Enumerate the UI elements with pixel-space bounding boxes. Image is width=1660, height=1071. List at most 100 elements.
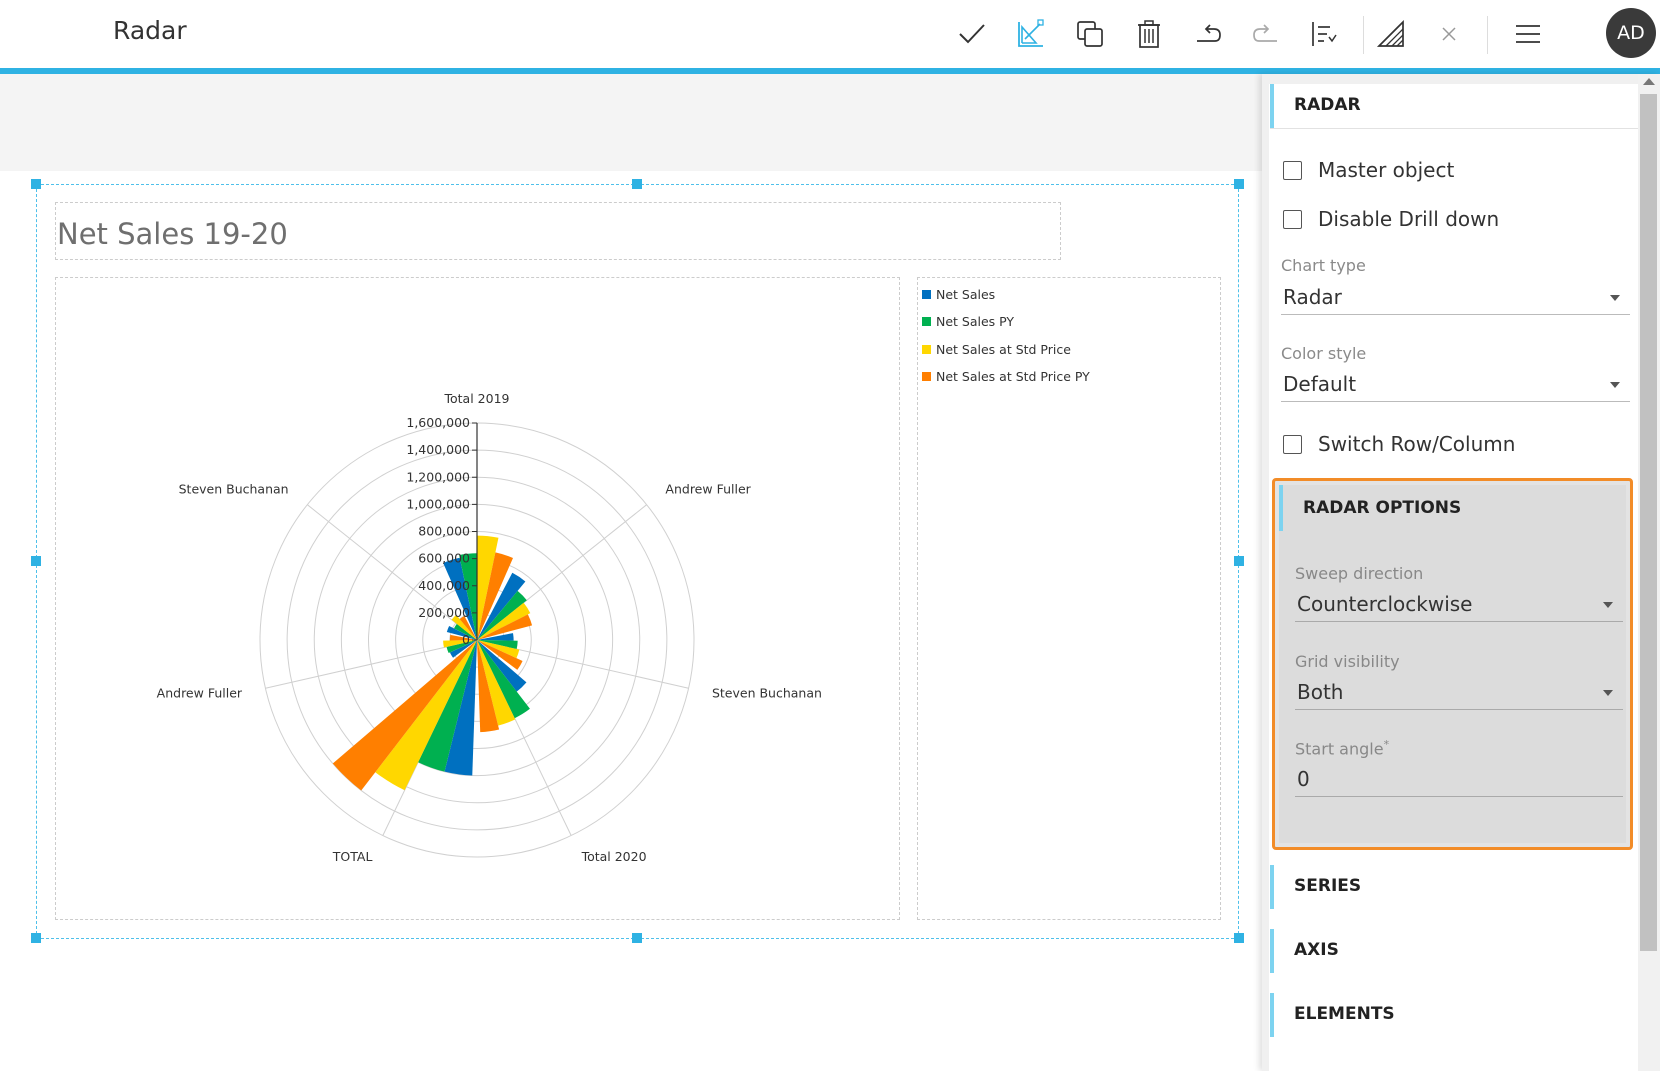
radar-options-header[interactable]: RADAR OPTIONS [1279,485,1626,531]
chevron-down-icon [1603,602,1613,608]
draw-icon[interactable] [1374,14,1408,54]
check-icon[interactable] [955,14,989,54]
sweep-direction-label: Sweep direction [1295,564,1424,583]
chart-edit-icon[interactable] [1014,14,1048,54]
toolbar-accent-line [0,68,1660,74]
switch-row-column-checkbox[interactable]: Switch Row/Column [1283,432,1515,456]
section-accent [1270,929,1274,973]
master-object-checkbox[interactable]: Master object [1283,158,1454,182]
trash-icon[interactable] [1132,14,1166,54]
section-series[interactable]: SERIES [1270,865,1638,909]
resize-handle[interactable] [31,556,41,566]
duplicate-icon[interactable] [1073,14,1107,54]
radar-chart[interactable]: Total 2019 Steven Buchanan Andrew Fuller TO… [55,277,900,920]
radar-bar [443,640,477,648]
required-marker: * [1383,738,1390,751]
radar-bar [459,615,477,640]
resize-handle[interactable] [31,179,41,189]
checkbox-box[interactable] [1283,209,1302,229]
color-style-select[interactable]: Default [1281,368,1630,402]
section-axis[interactable]: AXIS [1270,929,1638,973]
start-angle-input[interactable]: 0 [1295,763,1623,797]
dashboard-canvas: Net Sales 19-20 Total 2019 Steven Buchana… [0,74,1262,1071]
chevron-down-icon [1610,295,1620,301]
section-elements[interactable]: ELEMENTS [1270,993,1638,1037]
radar-bar [453,623,477,640]
category-label: Andrew Fuller [157,686,243,701]
undo-icon[interactable] [1191,14,1225,54]
chevron-down-icon [1603,690,1613,696]
close-icon[interactable] [1432,14,1466,54]
grid-visibility-select[interactable]: Both [1295,676,1623,710]
sort-icon[interactable] [1308,14,1342,54]
select-value: Radar [1283,285,1342,309]
radar-bar [477,640,518,650]
checkbox-box[interactable] [1283,434,1302,454]
section-title: ELEMENTS [1294,1004,1395,1024]
resize-handle[interactable] [632,933,642,943]
resize-handle[interactable] [1234,556,1244,566]
avatar[interactable]: AD [1606,8,1656,58]
chart-type-select[interactable]: Radar [1281,281,1630,315]
radar-bar [477,614,533,640]
radial-tick-label: 800,000 [418,524,470,539]
menu-icon[interactable] [1511,14,1545,54]
radar-bar [477,640,500,733]
legend-item[interactable]: Net Sales [922,287,995,302]
section-title: RADAR [1294,95,1361,115]
legend-swatch [922,372,931,381]
scroll-up-icon[interactable] [1643,78,1655,85]
radial-tick-label: 400,000 [418,578,470,593]
radar-bar [477,640,520,659]
radar-options-body: RADAR OPTIONS Sweep direction Counterclo… [1279,485,1626,843]
legend-label: Net Sales at Std Price PY [936,369,1090,384]
category-label: Andrew Fuller [665,482,751,497]
radar-bar [477,640,523,670]
section-accent [1270,993,1274,1037]
radar-bar [443,557,477,640]
toolbar-separator [1363,16,1364,54]
resize-handle[interactable] [31,933,41,943]
radar-bar [444,640,477,776]
start-angle-label-text: Start angle [1295,739,1384,759]
section-accent [1270,84,1274,128]
radial-tick-label: 1,000,000 [406,496,470,511]
legend-swatch [922,317,931,326]
resize-handle[interactable] [1234,933,1244,943]
section-title: RADAR OPTIONS [1303,498,1462,518]
category-label: Steven Buchanan [712,686,822,701]
grid-spoke [265,639,478,689]
radar-bar [446,640,477,654]
select-value: Counterclockwise [1297,592,1473,616]
start-angle-label: Start angle* [1295,738,1389,758]
checkbox-label: Master object [1318,158,1455,182]
scroll-thumb[interactable] [1640,94,1657,951]
redo-icon[interactable] [1249,14,1283,54]
radial-tick-label: 600,000 [418,551,470,566]
checkbox-label: Switch Row/Column [1318,432,1516,456]
grid-spoke [307,504,478,641]
legend-label: Net Sales [936,287,996,302]
radial-tick-label: 1,200,000 [406,469,470,484]
section-title: SERIES [1294,876,1362,896]
radial-tick-label: 1,600,000 [406,415,470,430]
input-value: 0 [1297,767,1310,791]
section-radar[interactable]: RADAR [1270,84,1638,128]
section-title: AXIS [1294,940,1339,960]
resize-handle[interactable] [632,179,642,189]
chart-title: Net Sales 19-20 [57,217,288,251]
radar-bar [477,535,499,640]
section-accent [1279,485,1283,531]
legend-item[interactable]: Net Sales PY [922,314,1014,329]
checkbox-label: Disable Drill down [1318,207,1500,231]
legend-item[interactable]: Net Sales at Std Price PY [922,369,1090,384]
chart-title-box[interactable]: Net Sales 19-20 [55,202,1061,260]
resize-handle[interactable] [1234,179,1244,189]
radar-bar [459,553,477,640]
radar-bar [418,640,477,772]
legend-item[interactable]: Net Sales at Std Price [922,342,1071,357]
disable-drill-checkbox[interactable]: Disable Drill down [1283,207,1499,231]
radial-tick-label: 0 [462,632,470,647]
sweep-direction-select[interactable]: Counterclockwise [1295,588,1623,622]
checkbox-box[interactable] [1283,160,1302,180]
